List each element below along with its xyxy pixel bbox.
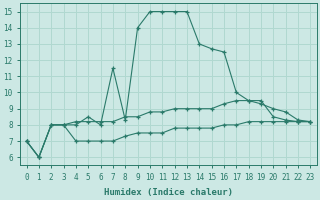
X-axis label: Humidex (Indice chaleur): Humidex (Indice chaleur)	[104, 188, 233, 197]
